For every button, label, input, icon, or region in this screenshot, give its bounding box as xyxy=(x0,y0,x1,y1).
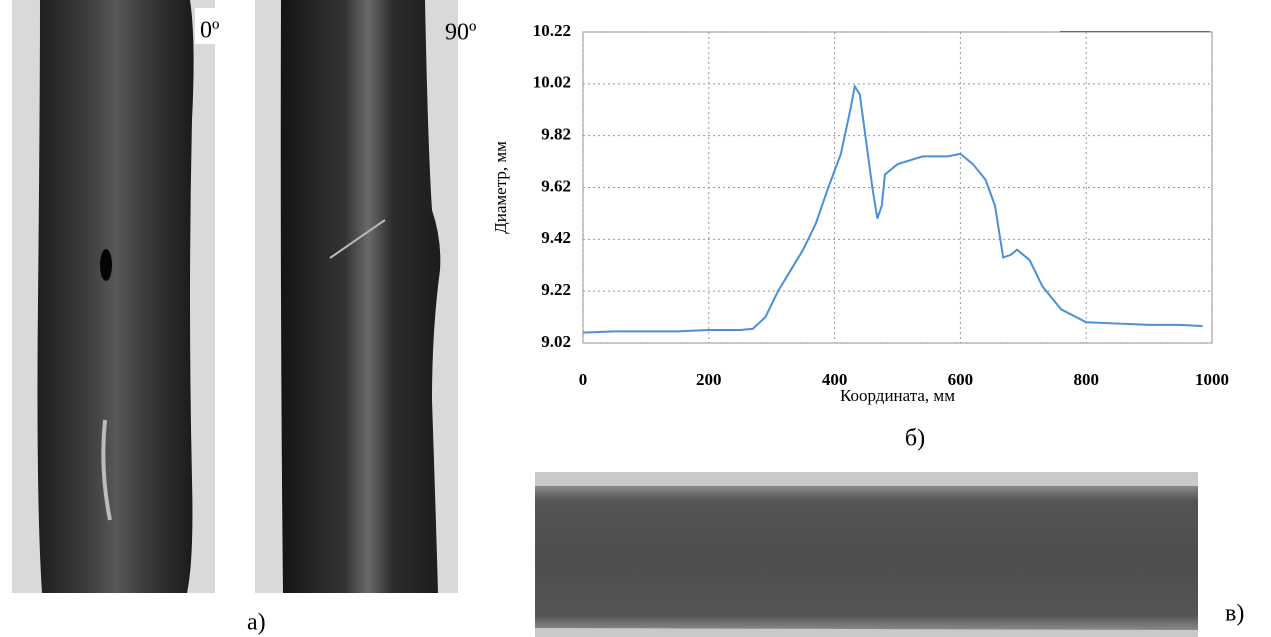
y-axis-label: Диаметр, мм xyxy=(491,141,510,234)
chart: 9.02 9.22 9.42 9.62 9.82 10.02 10.22 0 200 400 600… xyxy=(491,21,1229,405)
highlight xyxy=(329,219,386,259)
x-tick-label: 200 xyxy=(696,370,722,389)
x-tick-label: 1000 xyxy=(1195,370,1229,389)
pipe-photo xyxy=(37,0,194,593)
x-tick-label: 600 xyxy=(948,370,974,389)
y-tick-label: 9.42 xyxy=(541,228,571,247)
y-tick-label: 10.02 xyxy=(533,73,571,92)
panel-label: в) xyxy=(1225,601,1244,627)
data-line xyxy=(582,83,1203,334)
x-tick-label: 0 xyxy=(579,370,588,389)
y-tick-label: 9.02 xyxy=(541,332,571,351)
angle-label: 0º xyxy=(200,18,220,44)
x-axis-label: Координата, мм xyxy=(840,386,955,405)
xray-image xyxy=(535,486,1198,630)
panel-label: а) xyxy=(247,610,266,636)
y-tick-label: 10.22 xyxy=(533,21,571,40)
y-tick-label: 9.82 xyxy=(541,125,571,144)
pipe-photo xyxy=(280,0,441,593)
angle-label: 90º xyxy=(445,20,477,46)
label-box xyxy=(195,8,237,44)
x-tick-label: 800 xyxy=(1073,370,1099,389)
y-tick-label: 9.62 xyxy=(541,176,571,195)
highlight xyxy=(101,419,112,521)
defect xyxy=(100,249,112,281)
y-tick-label: 9.22 xyxy=(541,280,571,299)
plot-area xyxy=(582,31,1213,344)
panel-label: б) xyxy=(905,426,925,452)
x-tick-label: 400 xyxy=(822,370,848,389)
